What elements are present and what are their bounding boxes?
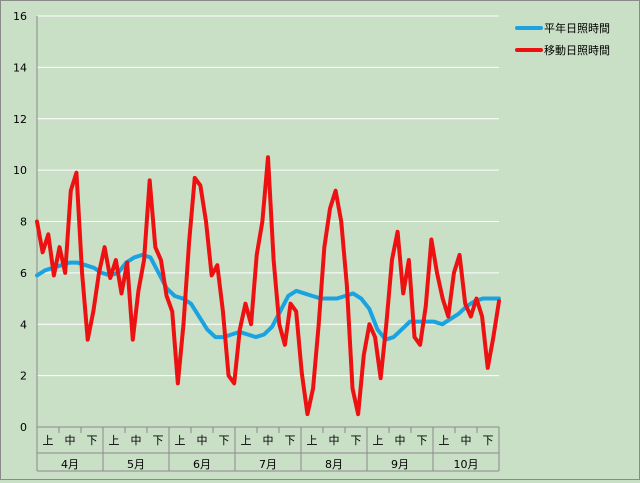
month-label: 10月 — [454, 458, 479, 471]
y-tick-label: 16 — [13, 10, 27, 23]
dekad-label: 下 — [285, 434, 296, 447]
month-label: 6月 — [193, 458, 211, 471]
dekad-label: 下 — [87, 434, 98, 447]
dekad-label: 上 — [241, 434, 252, 447]
dekad-label: 中 — [263, 434, 274, 447]
y-tick-label: 8 — [20, 216, 27, 229]
month-label: 5月 — [127, 458, 145, 471]
dekad-label: 上 — [439, 434, 450, 447]
dekad-label: 中 — [329, 434, 340, 447]
dekad-label: 中 — [65, 434, 76, 447]
y-tick-label: 4 — [20, 318, 27, 331]
y-tick-label: 2 — [20, 370, 27, 383]
y-axis: 0 2 4 6 8 10 12 14 16 — [13, 10, 38, 434]
dekad-label: 下 — [351, 434, 362, 447]
dekad-label: 上 — [109, 434, 120, 447]
y-tick-label: 14 — [13, 61, 27, 74]
y-tick-label: 0 — [20, 421, 27, 434]
y-tick-label: 6 — [20, 267, 27, 280]
y-tick-label: 12 — [13, 113, 27, 126]
dekad-label: 上 — [175, 434, 186, 447]
dekad-label: 中 — [131, 434, 142, 447]
y-tick-label: 10 — [13, 164, 27, 177]
dekad-label: 下 — [417, 434, 428, 447]
month-label: 7月 — [259, 458, 277, 471]
dekad-label: 中 — [395, 434, 406, 447]
dekad-label: 上 — [43, 434, 54, 447]
series-line-2 — [35, 155, 501, 417]
dekad-label: 中 — [197, 434, 208, 447]
legend-label: 平年日照時間 — [544, 21, 610, 35]
dekad-label: 上 — [307, 434, 318, 447]
month-label: 8月 — [325, 458, 343, 471]
dekad-label: 下 — [219, 434, 230, 447]
dekad-label: 下 — [483, 434, 494, 447]
legend-label: 移動日照時間 — [544, 43, 610, 57]
series-layer — [35, 155, 501, 417]
month-label: 4月 — [61, 458, 79, 471]
month-label: 9月 — [391, 458, 409, 471]
dekad-label: 下 — [153, 434, 164, 447]
dekad-label: 上 — [373, 434, 384, 447]
dekad-label: 中 — [461, 434, 472, 447]
x-axis: 上中下4月上中下5月上中下6月上中下7月上中下8月上中下9月上中下10月 — [36, 426, 500, 472]
